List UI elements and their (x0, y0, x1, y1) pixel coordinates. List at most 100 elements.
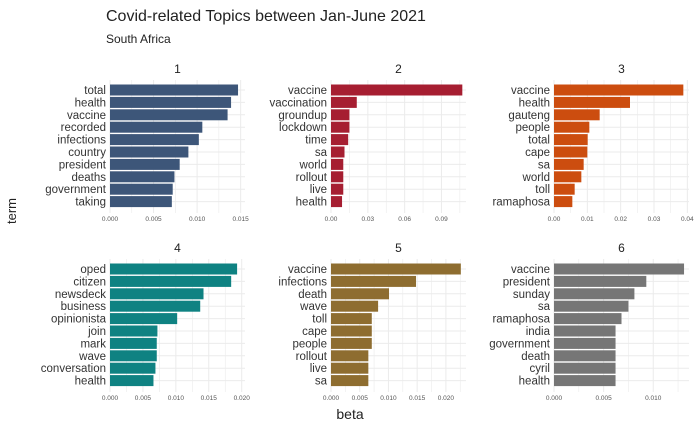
facet-panel-4: 4 opedcitizennewsdeckbusinessopinionistaj… (41, 241, 250, 402)
bar-taking (110, 196, 172, 208)
bar-groundup (331, 109, 350, 121)
category-label: citizen (73, 276, 106, 288)
category-label: vaccination (269, 97, 327, 109)
category-label: vaccine (288, 264, 327, 276)
bar-cyril (554, 362, 616, 374)
category-label: ramaphosa (492, 197, 550, 209)
bar-live (331, 362, 369, 374)
category-label: health (519, 97, 550, 109)
bar-india (554, 325, 616, 337)
bar-mark (110, 337, 157, 349)
x-tick-label: 0.09 (435, 216, 448, 223)
bar-total (110, 84, 239, 96)
category-label: president (503, 276, 551, 288)
category-label: people (292, 338, 327, 350)
bar-vaccination (331, 96, 357, 108)
category-label: newsdeck (55, 289, 106, 301)
bar-health (110, 375, 154, 387)
x-tick-label: 0.06 (398, 216, 411, 223)
bar-toll (554, 183, 575, 195)
category-label: recorded (61, 122, 106, 134)
bar-vaccine (554, 84, 684, 96)
category-label: groundup (278, 110, 327, 122)
bar-health (110, 96, 232, 108)
category-label: rollout (296, 351, 328, 363)
bar-vaccine (110, 109, 228, 121)
bar-sunday (554, 288, 635, 300)
category-label: people (515, 122, 550, 134)
x-tick-label: 0.010 (168, 395, 185, 402)
category-label: vaccine (67, 110, 106, 122)
category-label: vaccine (511, 264, 550, 276)
bar-health (554, 96, 630, 108)
x-tick-label: 0.005 (352, 395, 369, 402)
category-label: india (526, 326, 551, 338)
bar-newsdeck (110, 288, 204, 300)
x-tick-label: 0.03 (361, 216, 374, 223)
category-label: join (87, 326, 106, 338)
bar-conversation (110, 362, 156, 374)
category-label: opinionista (51, 314, 107, 326)
bar-vaccine (331, 263, 461, 275)
category-label: death (298, 289, 327, 301)
x-tick-label: 0.000 (102, 216, 119, 223)
category-label: sa (538, 159, 551, 171)
facet-panel-5: 5 vaccineinfectionsdeathwavetollcapepeopl… (278, 241, 466, 402)
bar-deaths (110, 171, 175, 183)
bar-wave (331, 300, 379, 312)
facet-panel-1: 1 totalhealthvaccinerecordedinfectionscou… (45, 62, 249, 223)
bar-vaccine (331, 84, 463, 96)
bar-gauteng (554, 109, 600, 121)
bar-infections (331, 275, 417, 287)
x-tick-label: 0.04 (681, 216, 694, 223)
category-label: sa (315, 147, 328, 159)
bar-country (110, 146, 189, 158)
category-label: conversation (41, 363, 106, 375)
category-label: president (59, 159, 107, 171)
x-tick-label: 0.00 (325, 216, 338, 223)
category-label: rollout (296, 172, 328, 184)
category-label: wave (299, 301, 327, 313)
category-label: sa (315, 376, 328, 388)
category-label: time (305, 135, 327, 147)
bar-health (554, 375, 616, 387)
bar-government (554, 337, 616, 349)
category-label: deaths (71, 172, 106, 184)
bar-lockdown (331, 121, 350, 133)
bar-rollout (331, 171, 344, 183)
category-label: health (296, 197, 327, 209)
category-label: infections (278, 276, 327, 288)
bar-business (110, 300, 201, 312)
category-label: country (68, 147, 106, 159)
chart-subtitle: South Africa (106, 32, 171, 46)
facet-panel-6: 6 vaccinepresidentsundaysaramaphosaindiag… (489, 241, 689, 402)
category-label: health (75, 376, 106, 388)
category-label: health (519, 376, 550, 388)
x-tick-label: 0.03 (648, 216, 661, 223)
bar-time (331, 134, 349, 146)
bar-sa (331, 375, 369, 387)
bar-sa (554, 300, 629, 312)
category-label: cyril (530, 363, 550, 375)
category-label: gauteng (508, 110, 550, 122)
category-label: sa (538, 301, 551, 313)
bar-death (554, 350, 616, 362)
category-label: vaccine (511, 85, 550, 97)
category-label: cape (525, 147, 550, 159)
facet-panel-3: 3 vaccinehealthgautengpeopletotalcapesawo… (492, 62, 694, 223)
facet-panel-2: 2 vaccinevaccinationgrounduplockdowntimes… (269, 62, 466, 223)
category-label: world (522, 172, 550, 184)
category-label: live (310, 363, 327, 375)
bar-sa (554, 158, 584, 170)
facet-strip-label: 5 (395, 241, 402, 255)
category-label: lockdown (279, 122, 327, 134)
bar-wave (110, 350, 157, 362)
category-label: taking (75, 197, 106, 209)
x-tick-label: 0.02 (614, 216, 627, 223)
bar-vaccine (554, 263, 685, 275)
category-label: world (299, 159, 327, 171)
bar-government (110, 183, 173, 195)
bar-people (331, 337, 372, 349)
x-tick-label: 0.010 (380, 395, 397, 402)
bar-ramaphosa (554, 196, 573, 208)
